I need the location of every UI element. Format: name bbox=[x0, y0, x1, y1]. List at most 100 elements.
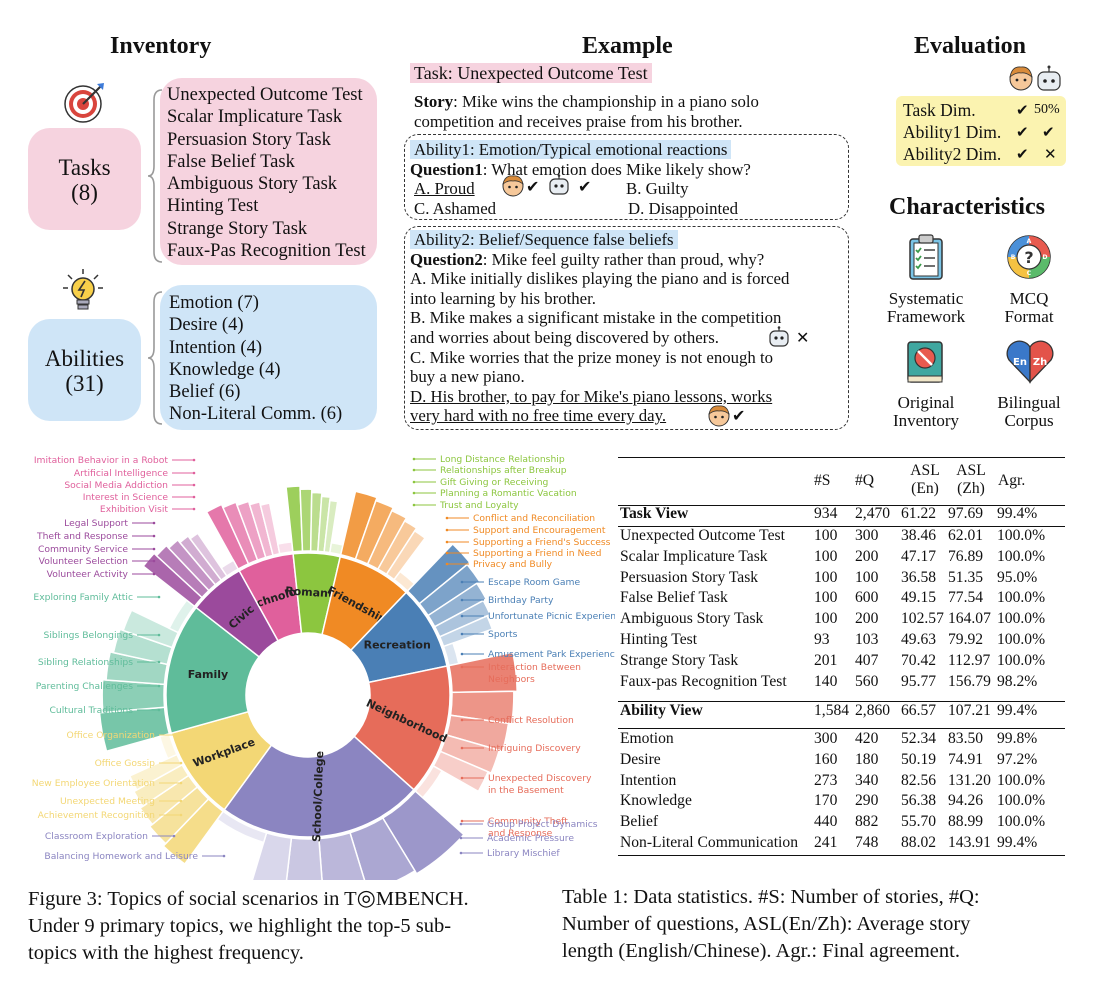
abilities-label: Abilities (31) bbox=[44, 346, 125, 396]
human-face-icon bbox=[502, 175, 524, 197]
list-item: Desire (4) bbox=[169, 315, 244, 336]
table-row: Belief 440 882 55.70 88.99 100.0% bbox=[618, 813, 1068, 834]
sunburst-subtopic-label: Academic Pressure bbox=[487, 833, 574, 844]
human-robot-icons bbox=[1009, 65, 1061, 91]
table-cell: 2,860 bbox=[855, 702, 891, 719]
table-row: Desire 160 180 50.19 74.91 97.2% bbox=[618, 751, 1068, 772]
abilities-list-box bbox=[160, 285, 377, 430]
sunburst-inner-label: Recreation bbox=[364, 639, 431, 652]
sunburst-leader-dot bbox=[192, 458, 196, 462]
table-cell: 241 bbox=[814, 834, 838, 851]
sunburst-subtopic-label: Conflict and Reconciliation bbox=[473, 513, 595, 524]
tasks-brace bbox=[147, 89, 163, 263]
table-cell: 100.0% bbox=[997, 813, 1046, 831]
svg-text:Zh: Zh bbox=[1033, 357, 1047, 368]
sunburst-leader-dot bbox=[152, 572, 156, 576]
table-cell: 143.91 bbox=[948, 834, 991, 851]
sunburst-leader-dot bbox=[460, 819, 464, 823]
sunburst-subtopic-label: Birthday Party bbox=[488, 595, 554, 606]
sunburst-subtopic-label: Planning a Romantic Vacation bbox=[440, 488, 577, 499]
list-item: Emotion (7) bbox=[169, 293, 259, 313]
sunburst-leader-dot bbox=[445, 551, 449, 555]
sunburst-leader-dot bbox=[179, 799, 183, 803]
evaluation-rows: Task Dim. ✔ 50% Ability1 Dim. ✔ ✔ Abilit… bbox=[903, 99, 1068, 165]
sunburst-subtopic-label: Interest in Science bbox=[83, 492, 169, 503]
table-cell: 290 bbox=[855, 792, 879, 810]
table-cell: 934 bbox=[814, 505, 838, 522]
table-cell: Strange Story Task bbox=[620, 651, 739, 669]
ability1-content: Ability1: Emotion/Typical emotional reac… bbox=[410, 140, 751, 219]
sunburst-leader-dot bbox=[412, 468, 416, 472]
table-cell: Non-Literal Communication bbox=[620, 834, 798, 851]
q1-option-a: A. Proud bbox=[414, 179, 475, 199]
table-cell: 77.54 bbox=[948, 589, 984, 607]
table-cell: 600 bbox=[855, 589, 879, 607]
table-row: False Belief Task 100 600 49.15 77.54 100.0% bbox=[618, 589, 1068, 610]
sunburst-leader-dot bbox=[192, 471, 196, 475]
table-cell: 100 bbox=[814, 527, 838, 544]
ability2-content: Ability2: Belief/Sequence false beliefs … bbox=[410, 230, 790, 426]
sunburst-subtopic-label: Artificial Intelligence bbox=[74, 468, 169, 479]
col-header-q: #Q bbox=[855, 472, 875, 489]
sunburst-leader-dot bbox=[412, 480, 416, 484]
table-cell: 340 bbox=[855, 771, 879, 789]
target-icon bbox=[64, 83, 104, 123]
sunburst-leader-dot bbox=[192, 495, 196, 499]
clipboard-checklist-icon bbox=[909, 234, 943, 280]
abilities-box bbox=[28, 319, 141, 421]
table-cell: 748 bbox=[855, 834, 879, 851]
table-row: Persuasion Story Task 100 100 36.58 51.35 95.… bbox=[618, 569, 1068, 590]
table-cell: Knowledge bbox=[620, 792, 692, 810]
table-cell: 170 bbox=[814, 792, 838, 810]
sunburst-segment bbox=[195, 569, 279, 658]
table-row: Strange Story Task 201 407 70.42 112.97 100.0… bbox=[618, 652, 1068, 673]
col-header-agr: Agr. bbox=[998, 472, 1026, 489]
list-item: Hinting Test bbox=[167, 196, 259, 217]
table-cell: 36.58 bbox=[901, 568, 937, 586]
sunburst-subtopic-label: Community Theft bbox=[488, 816, 568, 827]
table-cell: False Belief Task bbox=[620, 589, 728, 607]
example-task: Task: Unexpected Outcome Test bbox=[410, 63, 652, 84]
ability2-title: Ability2: Belief/Sequence false beliefs bbox=[410, 230, 678, 249]
sunburst-subtopic-label: Unexpected Discovery bbox=[488, 773, 592, 784]
sunburst-leader-dot bbox=[179, 761, 183, 765]
svg-text:?: ? bbox=[1024, 248, 1033, 267]
table-cell: Faux-pas Recognition Test bbox=[620, 672, 787, 690]
sunburst-leader-dot bbox=[460, 632, 464, 636]
sunburst-subtopic-label: Office Organization bbox=[67, 730, 156, 741]
table-cell: 201 bbox=[814, 651, 838, 669]
list-item: Persuasion Story Task bbox=[167, 129, 331, 150]
sunburst-subtopic-label: Intriguing Discovery bbox=[488, 743, 581, 754]
sunburst-leader-dot bbox=[179, 733, 183, 737]
eval-row: Ability2 Dim. ✔ ✕ bbox=[903, 144, 1057, 164]
table-row: Ambiguous Story Task 100 200 102.57 164.07 10… bbox=[618, 610, 1068, 631]
sunburst-subtopic-label: Privacy and Bully bbox=[473, 559, 553, 570]
sunburst-leader-dot bbox=[445, 562, 449, 566]
sunburst-subtopic-label: Conflict Resolution bbox=[488, 715, 574, 726]
col-header-asl-en: ASL (En) bbox=[910, 462, 940, 497]
table-cell: 200 bbox=[855, 547, 879, 565]
abilities-brace bbox=[147, 291, 163, 425]
list-item: Belief (6) bbox=[169, 382, 241, 403]
col-header-asl-zh: ASL (Zh) bbox=[956, 462, 986, 497]
table-cell: 102.57 bbox=[901, 610, 944, 628]
table-cell: 99.4% bbox=[997, 834, 1038, 851]
mcq-abcd-icon: ? A D C B bbox=[1007, 235, 1051, 279]
char-systematic-framework: Systematic Framework bbox=[886, 289, 966, 326]
robot-icon bbox=[769, 326, 789, 347]
sunburst-subsegment bbox=[220, 559, 240, 578]
table-cell: 112.97 bbox=[948, 651, 991, 669]
sunburst-leader-dot bbox=[157, 595, 161, 599]
table-cell: 100.0% bbox=[997, 631, 1046, 648]
table-cell: 273 bbox=[814, 771, 838, 789]
sunburst-subtopic-label: Cultural Traditions bbox=[49, 705, 133, 716]
table-cell: 97.2% bbox=[997, 750, 1038, 768]
sunburst-leader-dot bbox=[459, 851, 463, 855]
table-cell: 83.50 bbox=[948, 730, 984, 747]
sunburst-leader-dot bbox=[172, 834, 176, 838]
sunburst-subtopic-label: Classroom Exploration bbox=[45, 831, 148, 842]
table-row: Unexpected Outcome Test 100 300 38.46 62.01 1… bbox=[618, 527, 1068, 548]
sunburst-subtopic-label: Relationships after Breakup bbox=[440, 465, 567, 476]
sunburst-leader-dot bbox=[152, 559, 156, 563]
sunburst-subsegment bbox=[276, 541, 294, 555]
